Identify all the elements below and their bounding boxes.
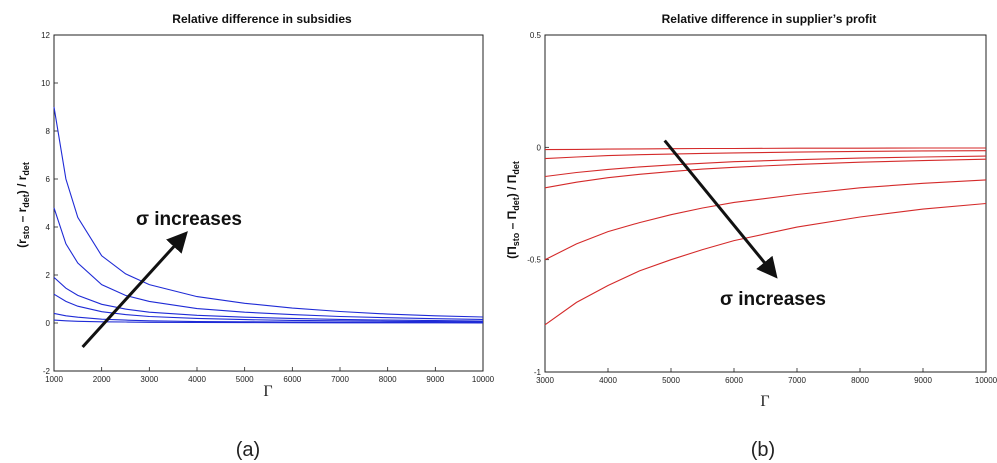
- series-line-1: [53, 106, 484, 318]
- chart-title: Relative difference in subsidies: [172, 12, 352, 26]
- y-axis-label: (Πsto – Πdet) / Πdet: [505, 161, 521, 259]
- annotation-text: σ increases: [720, 289, 826, 310]
- x-tick-label: 9000: [426, 375, 444, 384]
- y-tick-label: 0: [46, 319, 51, 328]
- series-lines: [544, 147, 987, 326]
- series-line-4: [53, 293, 484, 323]
- y-axis-label: (rsto – rdet) / rdet: [15, 162, 31, 248]
- x-tick-label: 1000: [45, 375, 63, 384]
- x-tick-label: 7000: [331, 375, 349, 384]
- x-axis: 3000 4000 5000 6000 7000 8000 9000 10000: [536, 368, 997, 385]
- plot-frame: [544, 34, 987, 373]
- y-tick-label: 6: [46, 175, 51, 184]
- series-line-4: [544, 155, 987, 178]
- x-axis-label: Γ: [263, 383, 272, 400]
- series-line-6: [53, 319, 484, 324]
- chart-panel-supplier-profit: Relative difference in supplier’s profit…: [505, 12, 997, 461]
- x-tick-label: 8000: [851, 376, 869, 385]
- x-tick-label: 4000: [599, 376, 617, 385]
- trend-arrow: [663, 139, 778, 279]
- chart-panel-subsidies: Relative difference in subsidies 1000 200…: [15, 12, 495, 461]
- annotation-text: σ increases: [136, 209, 242, 230]
- x-tick-label: 10000: [472, 375, 495, 384]
- chart-title: Relative difference in supplier’s profit: [662, 12, 877, 26]
- x-tick-label: 9000: [914, 376, 932, 385]
- y-axis: -1 -0.5 0 0.5: [527, 31, 549, 377]
- x-tick-label: 2000: [93, 375, 111, 384]
- series-line-2: [544, 179, 987, 261]
- x-tick-label: 7000: [788, 376, 806, 385]
- y-tick-label: -1: [534, 368, 542, 377]
- y-tick-label: -2: [43, 367, 51, 376]
- x-axis-label: Γ: [760, 393, 769, 410]
- trend-arrow: [81, 231, 188, 349]
- x-tick-label: 10000: [975, 376, 997, 385]
- y-tick-label: 2: [46, 271, 51, 280]
- series-lines: [53, 106, 484, 324]
- x-tick-label: 6000: [725, 376, 743, 385]
- x-tick-label: 8000: [379, 375, 397, 384]
- panel-caption: (a): [236, 439, 260, 461]
- y-tick-label: 10: [41, 79, 50, 88]
- y-tick-label: 0: [537, 143, 542, 152]
- series-line-6: [544, 147, 986, 151]
- y-tick-label: 4: [46, 223, 51, 232]
- x-axis: 1000 2000 3000 4000 5000 6000 7000 8000 9000 1000…: [45, 367, 495, 384]
- x-tick-label: 6000: [283, 375, 301, 384]
- y-tick-label: -0.5: [527, 256, 541, 265]
- y-tick-label: 0.5: [530, 31, 542, 40]
- x-tick-label: 5000: [236, 375, 254, 384]
- series-line-3: [544, 158, 987, 189]
- x-tick-label: 5000: [662, 376, 680, 385]
- y-axis: -2 0 2 4 6 8 10 12: [41, 31, 58, 376]
- x-tick-label: 3000: [140, 375, 158, 384]
- series-line-1: [544, 202, 987, 326]
- series-line-2: [53, 207, 484, 320]
- series-line-3: [53, 276, 484, 322]
- series-line-5: [544, 150, 987, 160]
- x-tick-label: 4000: [188, 375, 206, 384]
- y-tick-label: 12: [41, 31, 50, 40]
- y-tick-label: 8: [46, 127, 51, 136]
- panel-caption: (b): [751, 439, 775, 461]
- x-tick-label: 3000: [536, 376, 554, 385]
- plot-frame: [53, 34, 484, 372]
